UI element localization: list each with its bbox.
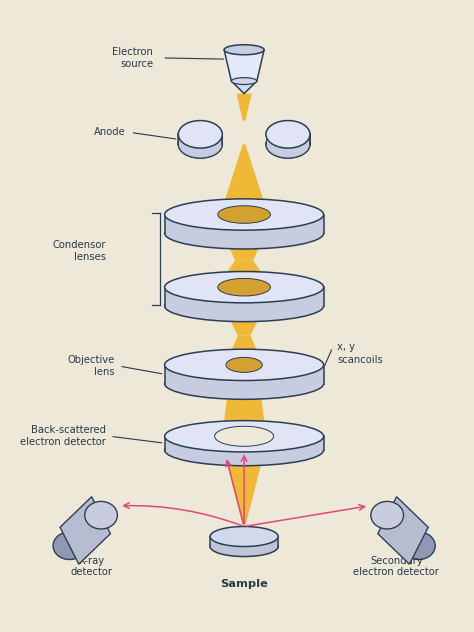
Text: Objective
lens: Objective lens: [67, 355, 115, 377]
Ellipse shape: [178, 131, 222, 158]
Ellipse shape: [164, 421, 324, 452]
Ellipse shape: [164, 199, 324, 230]
Polygon shape: [164, 436, 324, 450]
Polygon shape: [223, 233, 265, 260]
Polygon shape: [164, 365, 324, 384]
Text: x, y
scancoils: x, y scancoils: [337, 343, 383, 365]
Ellipse shape: [266, 121, 310, 148]
Polygon shape: [223, 144, 265, 206]
Ellipse shape: [402, 532, 435, 559]
Ellipse shape: [231, 78, 257, 85]
Ellipse shape: [218, 206, 271, 223]
Text: Electron
source: Electron source: [112, 47, 153, 69]
Text: X-ray
detector: X-ray detector: [71, 556, 113, 578]
Ellipse shape: [226, 357, 262, 372]
Ellipse shape: [164, 272, 324, 303]
Polygon shape: [223, 450, 265, 525]
Polygon shape: [178, 135, 222, 144]
Text: Anode: Anode: [94, 128, 126, 137]
Polygon shape: [60, 497, 110, 564]
Ellipse shape: [218, 279, 271, 296]
Ellipse shape: [266, 131, 310, 158]
Ellipse shape: [224, 45, 264, 55]
Ellipse shape: [215, 426, 273, 446]
Text: Sample: Sample: [220, 579, 268, 589]
Polygon shape: [224, 50, 264, 81]
Text: Back-scattered
electron detector: Back-scattered electron detector: [20, 425, 106, 447]
Polygon shape: [223, 260, 265, 279]
Polygon shape: [378, 497, 428, 564]
Text: Secondary
electron detector: Secondary electron detector: [353, 556, 439, 578]
Polygon shape: [231, 81, 257, 94]
Ellipse shape: [164, 349, 324, 380]
Polygon shape: [266, 135, 310, 144]
Polygon shape: [266, 135, 310, 144]
Ellipse shape: [53, 532, 86, 559]
Polygon shape: [223, 306, 265, 336]
Text: Condensor
lenses: Condensor lenses: [52, 240, 106, 262]
Ellipse shape: [85, 501, 118, 529]
Polygon shape: [237, 94, 252, 121]
Polygon shape: [223, 384, 265, 426]
Polygon shape: [228, 336, 260, 357]
Polygon shape: [164, 287, 324, 306]
Ellipse shape: [164, 434, 324, 466]
Ellipse shape: [164, 217, 324, 249]
Polygon shape: [210, 537, 278, 547]
Ellipse shape: [210, 526, 278, 547]
Ellipse shape: [266, 131, 310, 158]
Ellipse shape: [210, 537, 278, 557]
Ellipse shape: [164, 290, 324, 322]
Polygon shape: [164, 214, 324, 233]
Ellipse shape: [178, 121, 222, 148]
Polygon shape: [178, 135, 222, 144]
Ellipse shape: [164, 368, 324, 399]
Ellipse shape: [371, 501, 403, 529]
Ellipse shape: [178, 131, 222, 158]
